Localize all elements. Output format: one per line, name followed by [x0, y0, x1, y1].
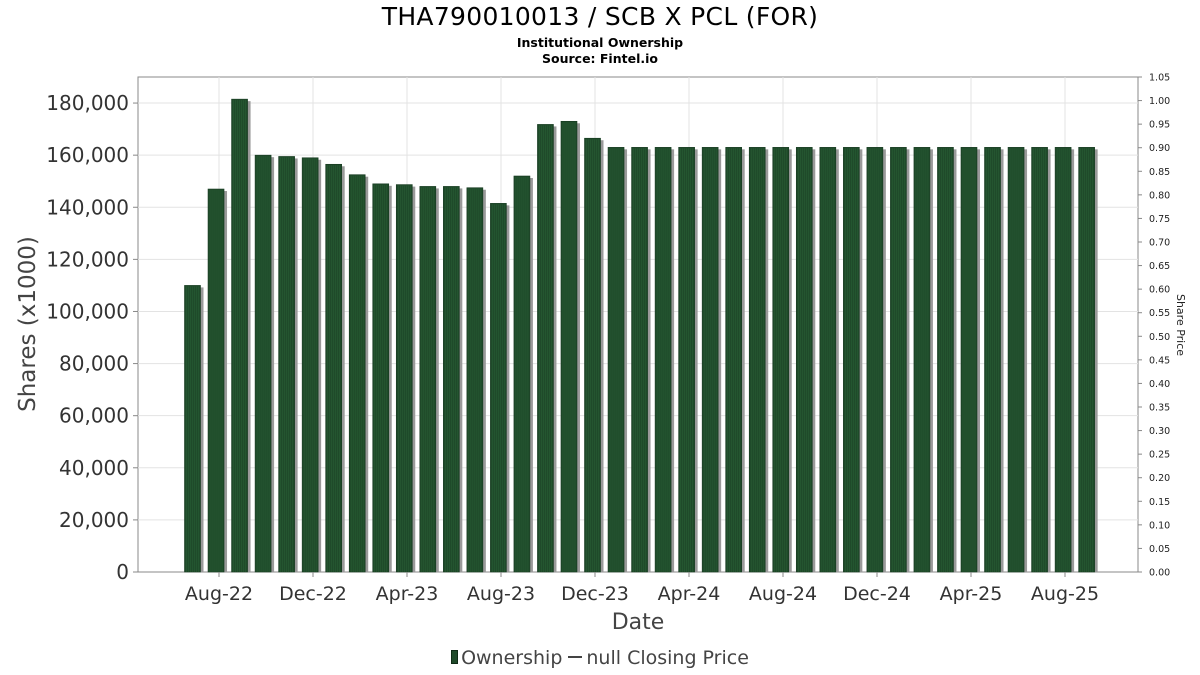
chart-title: THA790010013 / SCB X PCL (FOR): [381, 2, 819, 31]
x-tick-label: Dec-24: [843, 583, 911, 605]
y2-tick-label: 0.30: [1149, 426, 1170, 437]
y2-tick-label: 0.85: [1149, 167, 1170, 178]
chart-source: Source: Fintel.io: [542, 51, 658, 66]
y-tick-label: 180,000: [46, 91, 129, 115]
x-tick-label: Dec-23: [561, 583, 629, 605]
x-tick-label: Aug-23: [467, 583, 535, 605]
x-tick-label: Aug-25: [1031, 583, 1099, 605]
y-tick-label: 20,000: [59, 508, 129, 532]
y-axis-title: Shares (x1000): [15, 236, 41, 412]
x-tick-label: Apr-23: [376, 583, 439, 605]
y2-tick-label: 0.75: [1149, 214, 1170, 225]
legend-ownership-label: Ownership: [461, 647, 563, 669]
x-tick-label: Apr-25: [940, 583, 1003, 605]
x-axis-title: Date: [612, 610, 665, 635]
y-tick-label: 140,000: [46, 195, 129, 219]
x-tick-label: Aug-22: [185, 583, 253, 605]
y-tick-label: 80,000: [59, 352, 129, 376]
y-tick-label: 40,000: [59, 456, 129, 480]
y2-tick-label: 0.50: [1149, 332, 1170, 343]
y2-tick-label: 0.00: [1149, 568, 1170, 579]
y2-tick-label: 0.25: [1149, 450, 1170, 461]
ownership-legend-swatch: [451, 650, 459, 664]
y-tick-label: 120,000: [46, 247, 129, 271]
chart-legend: Ownership null Closing Price: [0, 647, 1200, 669]
legend-closing-price-label: null Closing Price: [586, 647, 749, 669]
y2-tick-label: 0.70: [1149, 238, 1170, 249]
y2-tick-label: 0.05: [1149, 544, 1170, 555]
y2-tick-label: 0.15: [1149, 497, 1170, 508]
closing-price-legend-swatch: [568, 656, 583, 658]
y-tick-label: 60,000: [59, 404, 129, 428]
y2-tick-label: 0.45: [1149, 355, 1170, 366]
y2-tick-label: 1.05: [1149, 73, 1170, 84]
x-tick-label: Dec-22: [279, 583, 347, 605]
y-tick-label: 0: [116, 560, 129, 584]
y2-tick-label: 0.90: [1149, 143, 1170, 154]
y2-tick-label: 0.40: [1149, 379, 1170, 390]
y2-tick-label: 0.20: [1149, 473, 1170, 484]
y-tick-label: 160,000: [46, 143, 129, 167]
x-tick-label: Apr-24: [658, 583, 721, 605]
y2-tick-label: 0.65: [1149, 261, 1170, 272]
y2-tick-label: 0.80: [1149, 190, 1170, 201]
y2-tick-label: 0.35: [1149, 403, 1170, 414]
y2-tick-label: 0.55: [1149, 308, 1170, 319]
y2-tick-label: 0.10: [1149, 520, 1170, 531]
y-tick-label: 100,000: [46, 299, 129, 323]
y2-tick-label: 1.00: [1149, 96, 1170, 107]
chart-subtitle: Institutional Ownership: [516, 35, 684, 50]
y2-tick-label: 0.60: [1149, 285, 1170, 296]
y2-axis-title: Share Price: [1174, 294, 1187, 356]
y2-tick-label: 0.95: [1149, 120, 1170, 131]
x-tick-label: Aug-24: [749, 583, 817, 605]
